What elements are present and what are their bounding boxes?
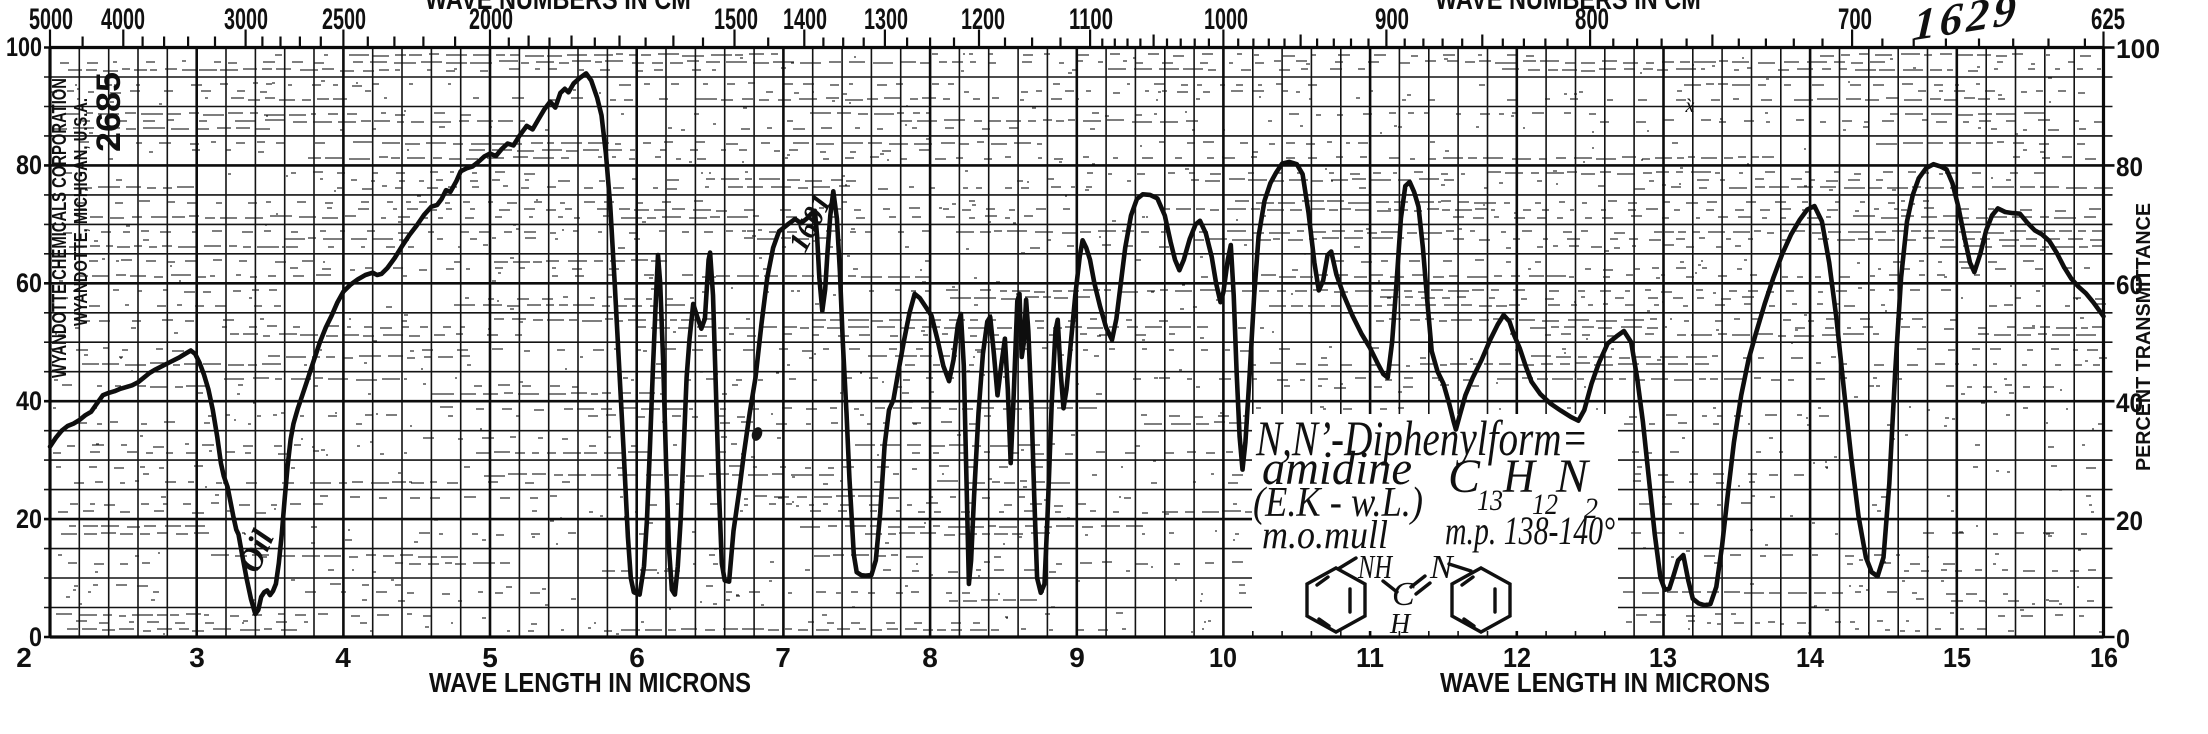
svg-text:m.p. 138-140°: m.p. 138-140° [1445, 508, 1615, 553]
svg-text:13: 13 [1477, 484, 1503, 517]
svg-text:40: 40 [16, 386, 42, 416]
svg-text:N: N [1429, 549, 1455, 586]
svg-text:60: 60 [16, 268, 42, 298]
svg-text:2685: 2685 [90, 72, 128, 152]
svg-text:900: 900 [1375, 3, 1409, 36]
svg-text:x̀: x̀ [1685, 95, 1695, 117]
svg-text:13: 13 [1649, 642, 1677, 673]
svg-text:1300: 1300 [864, 3, 908, 36]
svg-text:m.o.mull: m.o.mull [1262, 512, 1388, 557]
svg-text:15: 15 [1943, 642, 1971, 673]
svg-text:625: 625 [2091, 3, 2125, 36]
svg-text:12: 12 [1532, 488, 1558, 521]
svg-text:WYANDOTTE, MICHIGAN, U.S.A.: WYANDOTTE, MICHIGAN, U.S.A. [71, 98, 91, 326]
svg-text:80: 80 [2116, 152, 2143, 182]
svg-text:2: 2 [1584, 492, 1598, 525]
svg-text:PERCENT TRANSMITTANCE: PERCENT TRANSMITTANCE [0, 216, 3, 484]
svg-text:2500: 2500 [322, 3, 366, 36]
svg-text:14: 14 [1796, 642, 1824, 673]
svg-text:3000: 3000 [224, 3, 268, 36]
svg-text:7: 7 [775, 642, 791, 673]
svg-text:100: 100 [2116, 34, 2160, 64]
svg-text:H: H [1502, 450, 1537, 503]
svg-text:10: 10 [1209, 642, 1237, 673]
svg-text:(E.K - w.L.): (E.K - w.L.) [1253, 480, 1423, 526]
svg-text:6: 6 [629, 642, 645, 673]
svg-text:WAVE NUMBERS IN CM⁻¹: WAVE NUMBERS IN CM⁻¹ [1435, 0, 1721, 16]
svg-text:N,N’-Diphenylform=: N,N’-Diphenylform= [1255, 410, 1588, 466]
svg-text:1400: 1400 [783, 3, 827, 36]
svg-text:WAVE NUMBERS IN CM⁻¹: WAVE NUMBERS IN CM⁻¹ [425, 0, 711, 16]
svg-text:80: 80 [16, 150, 42, 180]
svg-text:700: 700 [1838, 3, 1872, 36]
svg-text:1500: 1500 [714, 3, 758, 36]
svg-text:WAVE LENGTH IN MICRONS: WAVE LENGTH IN MICRONS [1440, 667, 1770, 698]
svg-text:PERCENT TRANSMITTANCE: PERCENT TRANSMITTANCE [2133, 203, 2155, 471]
svg-text:H: H [1389, 609, 1412, 640]
svg-text:amidine: amidine [1262, 442, 1412, 495]
svg-text:1000: 1000 [1204, 3, 1248, 36]
svg-text:2000: 2000 [469, 3, 513, 36]
svg-text:40: 40 [2116, 388, 2143, 418]
svg-text:5000: 5000 [29, 3, 73, 36]
svg-text:C: C [1448, 450, 1481, 503]
svg-text:20: 20 [16, 504, 42, 534]
svg-text:9: 9 [1069, 642, 1085, 673]
svg-text:20: 20 [2116, 506, 2143, 536]
svg-text:NH: NH [1357, 549, 1393, 586]
svg-text:0: 0 [29, 622, 42, 652]
svg-text:C: C [1392, 576, 1415, 613]
svg-text:0: 0 [2116, 624, 2130, 654]
svg-text:WYANDOTTE CHEMICALS CORPORATIO: WYANDOTTE CHEMICALS CORPORATION [49, 78, 71, 378]
svg-text:8: 8 [922, 642, 938, 673]
svg-text:11: 11 [1356, 642, 1384, 673]
svg-text:4000: 4000 [101, 3, 145, 36]
svg-text:1200: 1200 [961, 3, 1005, 36]
svg-text:WAVE LENGTH IN MICRONS: WAVE LENGTH IN MICRONS [429, 667, 751, 698]
svg-text:800: 800 [1575, 3, 1609, 36]
svg-text:4: 4 [335, 642, 351, 673]
svg-text:12: 12 [1503, 642, 1531, 673]
svg-text:16: 16 [2090, 642, 2118, 673]
svg-text:2: 2 [16, 642, 32, 673]
svg-text:60: 60 [2116, 270, 2143, 300]
svg-text:5: 5 [482, 642, 498, 673]
svg-text:100: 100 [6, 32, 42, 62]
svg-text:1100: 1100 [1069, 3, 1113, 36]
svg-text:N: N [1555, 450, 1591, 503]
svg-text:3: 3 [189, 642, 205, 673]
